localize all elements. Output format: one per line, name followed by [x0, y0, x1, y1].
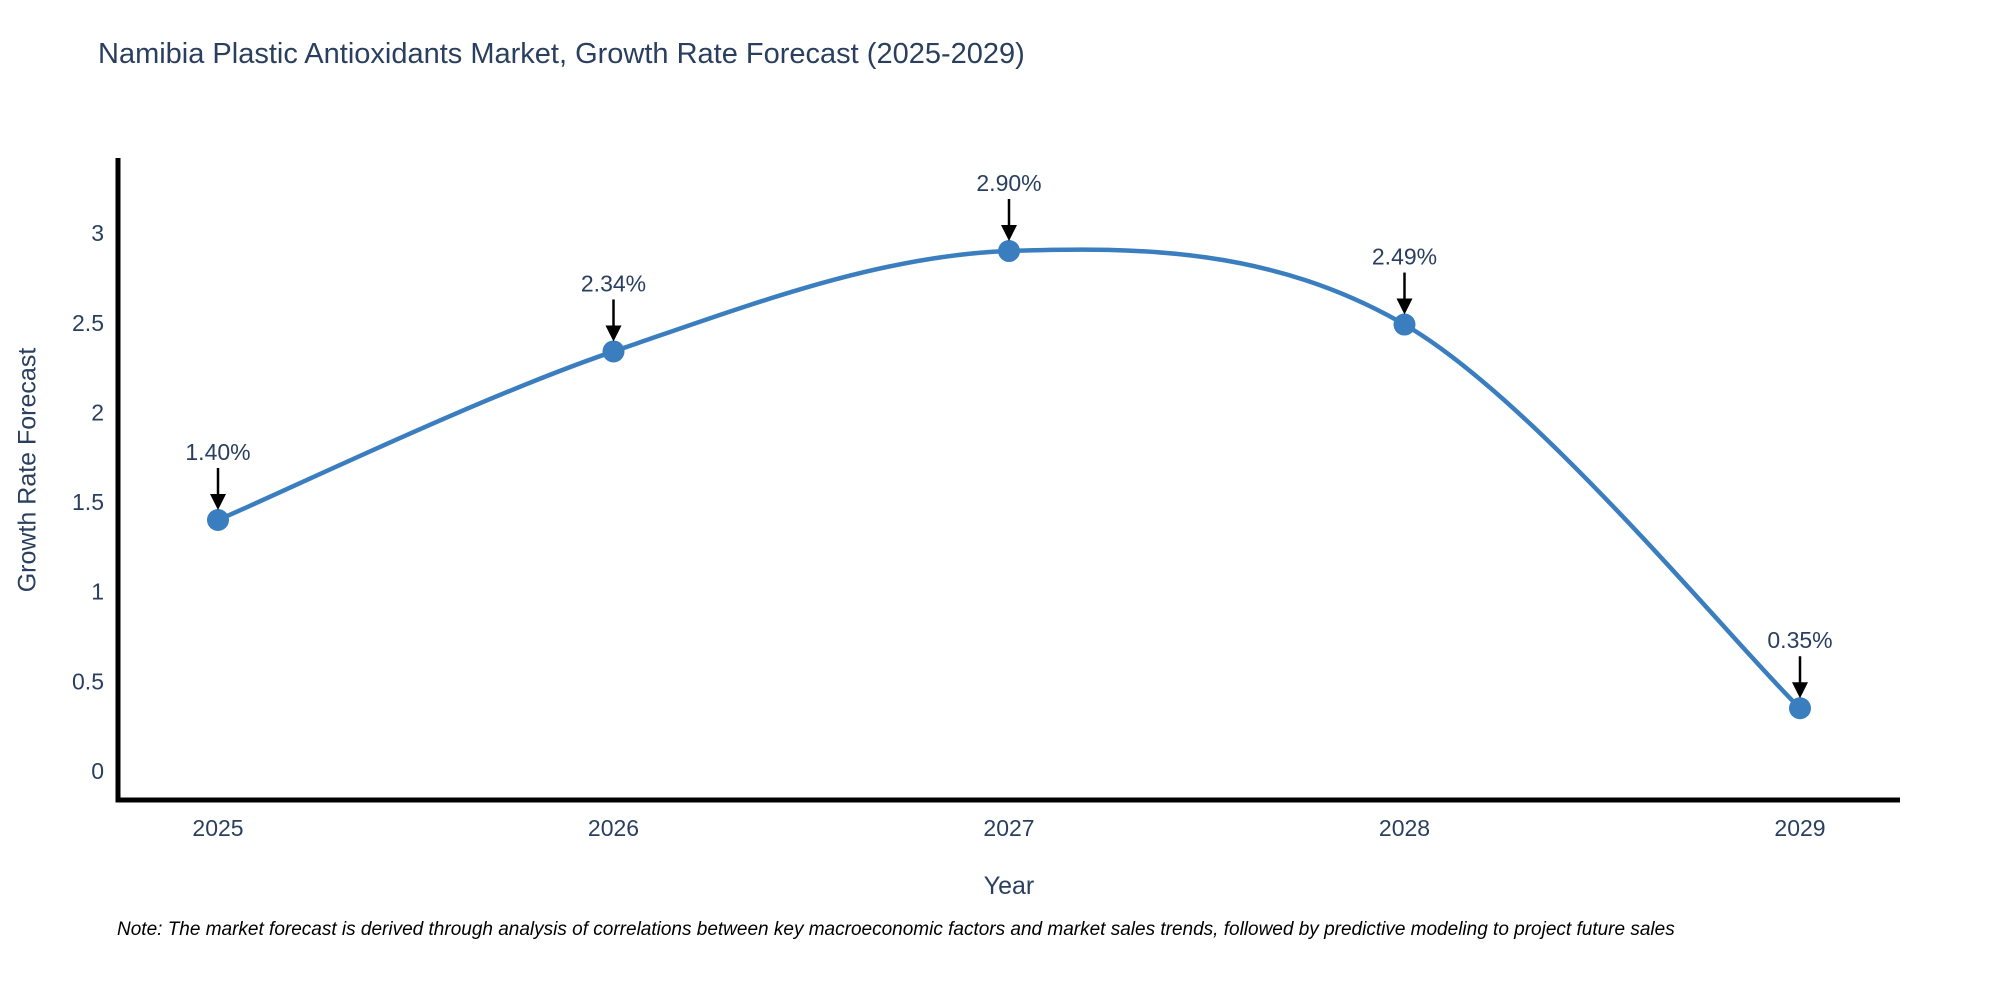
- data-point-marker: [1789, 697, 1811, 720]
- data-point-marker: [998, 240, 1020, 263]
- x-tick-label: 2027: [983, 815, 1034, 841]
- y-tick-label: 0.5: [72, 668, 104, 694]
- annotation-arrow-head: [1001, 225, 1017, 242]
- annotation-arrow-head: [210, 493, 226, 510]
- annotation-label: 0.35%: [1767, 627, 1832, 653]
- x-tick-label: 2028: [1379, 815, 1430, 841]
- y-tick-label: 1.5: [72, 489, 104, 515]
- x-axis-title: Year: [983, 872, 1035, 900]
- data-point-marker: [602, 340, 625, 363]
- y-tick-label: 0: [91, 758, 104, 784]
- x-tick-label: 2026: [588, 815, 639, 841]
- x-tick-label: 2025: [192, 815, 243, 841]
- y-tick-label: 2: [91, 399, 104, 425]
- y-tick-label: 2.5: [72, 310, 104, 336]
- annotation-arrow-head: [1792, 682, 1808, 699]
- annotation-label: 2.90%: [976, 170, 1041, 196]
- annotation-label: 2.49%: [1372, 244, 1437, 270]
- annotation-arrow-head: [605, 325, 622, 342]
- series-line: [215, 247, 1803, 711]
- data-point-marker: [207, 508, 229, 531]
- footnote: Note: The market forecast is derived thr…: [117, 919, 1675, 940]
- y-tick-label: 3: [91, 220, 104, 246]
- data-point-marker: [1393, 313, 1416, 336]
- y-tick-label: 1: [91, 579, 104, 605]
- annotation-label: 1.40%: [185, 439, 250, 465]
- x-tick-label: 2029: [1774, 815, 1825, 841]
- annotation-label: 2.34%: [581, 270, 646, 296]
- annotation-arrow-head: [1396, 298, 1413, 315]
- chart-title: Namibia Plastic Antioxidants Market, Gro…: [98, 38, 1025, 70]
